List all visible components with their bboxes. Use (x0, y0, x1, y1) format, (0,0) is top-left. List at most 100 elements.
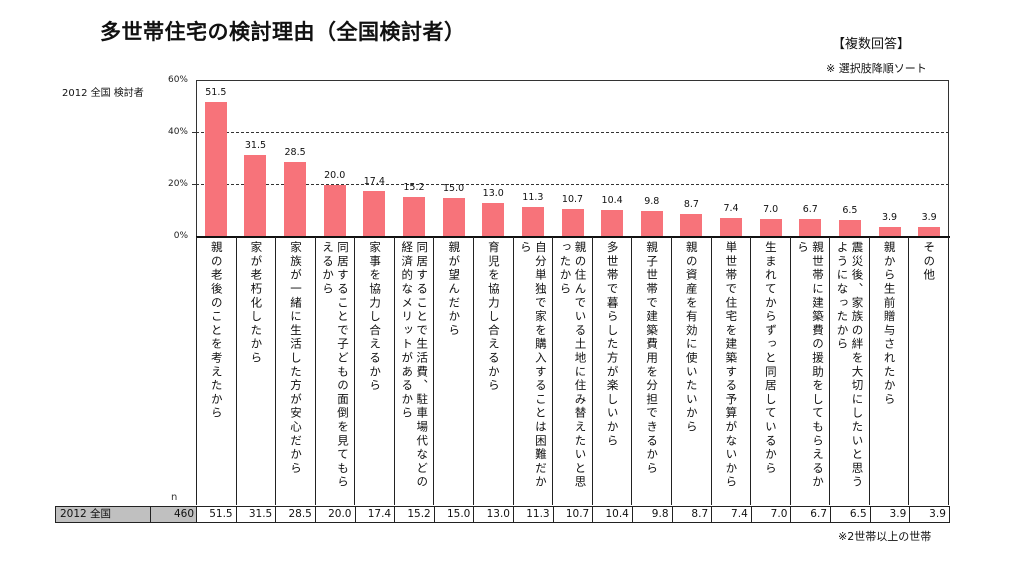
category-label: 家事を協力し合えるから (368, 241, 383, 393)
bar (204, 102, 227, 237)
table-values: 51.5 31.5 28.5 20.0 17.4 15.2 15.0 13.0 11.3 10.7… (197, 507, 949, 522)
y-tick-60: 60% (167, 75, 188, 85)
answer-type-label: 【複数回答】 (832, 37, 911, 52)
category-label: 多世帯で暮らした方が楽しいから (605, 241, 620, 448)
category-label-cell: 親の住んでいる土地に住み替えたいと思ったから (553, 237, 593, 505)
category-label-cell: 親が望んだから (434, 237, 475, 505)
table-cell: 28.5 (276, 507, 316, 522)
table-cell: 7.4 (712, 507, 752, 522)
bar-value-label: 8.7 (683, 199, 699, 211)
bar (680, 214, 703, 237)
bar-value-label: 11.3 (522, 192, 544, 204)
category-label-cell: 自分単独で家を購入することは困難だから (514, 237, 554, 505)
category-label-cell: 家が老朽化したから (237, 237, 277, 505)
category-label-cell: 家族が一緒に生活した方が安心だから (276, 237, 316, 505)
bar-value-label: 15.2 (403, 182, 425, 194)
n-label: n (171, 492, 178, 503)
category-label: 親の住んでいる土地に住み替えたいと思ったから (558, 241, 588, 490)
sort-note: ※ 選択肢降順ソート (826, 62, 927, 75)
table-cell: 13.0 (474, 507, 514, 522)
gridline-40 (196, 132, 949, 133)
category-label: 親が望んだから (447, 241, 462, 338)
bar (640, 211, 663, 237)
category-label: 親の資産を有効に使いたいから (684, 241, 699, 435)
table-cell: 3.9 (929, 508, 946, 520)
bar-value-label: 3.9 (881, 211, 898, 223)
table-row-label: 2012 全国 (56, 507, 151, 522)
bar (601, 209, 624, 237)
category-label-cell: 同居することで生活費、駐車場代などの経済的なメリットがあるから (395, 237, 435, 505)
category-labels: 親の老後のことを考えたから 家が老朽化したから 家族が一緒に生活した方が安心だから 同… (196, 237, 949, 505)
bar (323, 184, 346, 237)
table-cell: 31.5 (237, 507, 277, 522)
bar-value-label: 6.7 (802, 204, 818, 216)
table-cell: 6.5 (831, 507, 871, 522)
category-label: 親世帯に建築費の援助をしてもらえるから (795, 241, 825, 490)
category-label-cell: 育児を協力し合えるから (474, 237, 514, 505)
category-label: 震災後、家族の絆を大切にしたいと思うようになったから (835, 241, 865, 490)
bar (720, 217, 743, 237)
table-cell: 15.0 (435, 507, 475, 522)
category-label-cell: 多世帯で暮らした方が楽しいから (593, 237, 633, 505)
bar (363, 191, 386, 237)
series-label: 2012 全国 検討者 (62, 88, 144, 99)
bar-value-label: 3.9 (921, 211, 937, 223)
table-cell: 10.4 (593, 507, 633, 522)
category-label-cell: 同居することで子どもの面倒を見てもらえるから (316, 237, 356, 505)
gridline-20 (196, 184, 949, 185)
bar (759, 218, 782, 237)
category-label-cell: 親の資産を有効に使いたいから (672, 237, 712, 505)
category-label-cell: 家事を協力し合えるから (355, 237, 395, 505)
y-tick-40: 40% (167, 127, 188, 137)
data-table-row: 2012 全国 460 51.5 31.5 28.5 20.0 17.4 15.2 15.0… (55, 506, 950, 523)
bar-value-label: 10.7 (561, 194, 584, 205)
bar (482, 202, 505, 237)
x-axis-baseline (196, 236, 950, 238)
category-label-cell: 親から生前贈与されたから (870, 237, 910, 505)
category-label-cell: 生まれてからずっと同居しているから (751, 237, 791, 505)
table-cell: 51.5 (197, 507, 237, 522)
table-cell: 7.0 (752, 507, 792, 522)
bar (838, 219, 861, 237)
y-tick-20: 20% (167, 179, 188, 189)
y-mark-40 (192, 132, 197, 133)
bar-value-label: 28.5 (284, 147, 306, 159)
chart-title: 多世帯住宅の検討理由（全国検討者） (100, 20, 466, 44)
footnote: ※2世帯以上の世帯 (838, 530, 932, 543)
bar (244, 154, 267, 237)
table-cell: 6.7 (791, 507, 831, 522)
bar (402, 197, 425, 237)
bar-value-label: 31.5 (244, 139, 267, 151)
category-label-cell: 親子世帯で建築費用を分担できるから (632, 237, 672, 505)
category-label: 自分単独で家を購入することは困難だから (518, 241, 548, 490)
plot-frame (196, 80, 949, 237)
bar-value-label: 7.0 (763, 203, 779, 215)
category-label: 家が老朽化したから (249, 241, 264, 366)
category-label: その他 (922, 241, 937, 283)
bar (918, 226, 941, 237)
table-cell: 10.7 (554, 507, 594, 522)
category-label: 育児を協力し合えるから (486, 241, 501, 393)
bar (521, 207, 544, 237)
category-label: 同居することで子どもの面倒を見てもらえるから (321, 241, 351, 490)
category-label: 生まれてからずっと同居しているから (763, 241, 778, 476)
category-label: 親の老後のことを考えたから (209, 241, 224, 421)
bar-value-label: 6.5 (842, 204, 858, 216)
table-cell: 11.3 (514, 507, 554, 522)
bar (878, 226, 901, 237)
category-label: 家族が一緒に生活した方が安心だから (288, 241, 303, 476)
table-cell: 15.2 (395, 507, 435, 522)
table-cell: 3.9 (871, 507, 911, 522)
bar (284, 162, 307, 237)
category-label: 親子世帯で建築費用を分担できるから (645, 241, 660, 476)
category-label: 親から生前贈与されたから (882, 241, 897, 407)
category-label: 同居することで生活費、駐車場代などの経済的なメリットがあるから (400, 241, 430, 490)
category-label-cell: 震災後、家族の絆を大切にしたいと思うようになったから (830, 237, 870, 505)
category-label-cell: その他 (909, 237, 948, 505)
table-cell: 8.7 (673, 507, 713, 522)
y-tick-0: 0% (173, 231, 188, 241)
bar-value-label: 51.5 (205, 87, 227, 99)
table-cell: 9.8 (633, 507, 673, 522)
bar-value-label: 13.0 (482, 187, 504, 199)
bar (561, 209, 584, 237)
